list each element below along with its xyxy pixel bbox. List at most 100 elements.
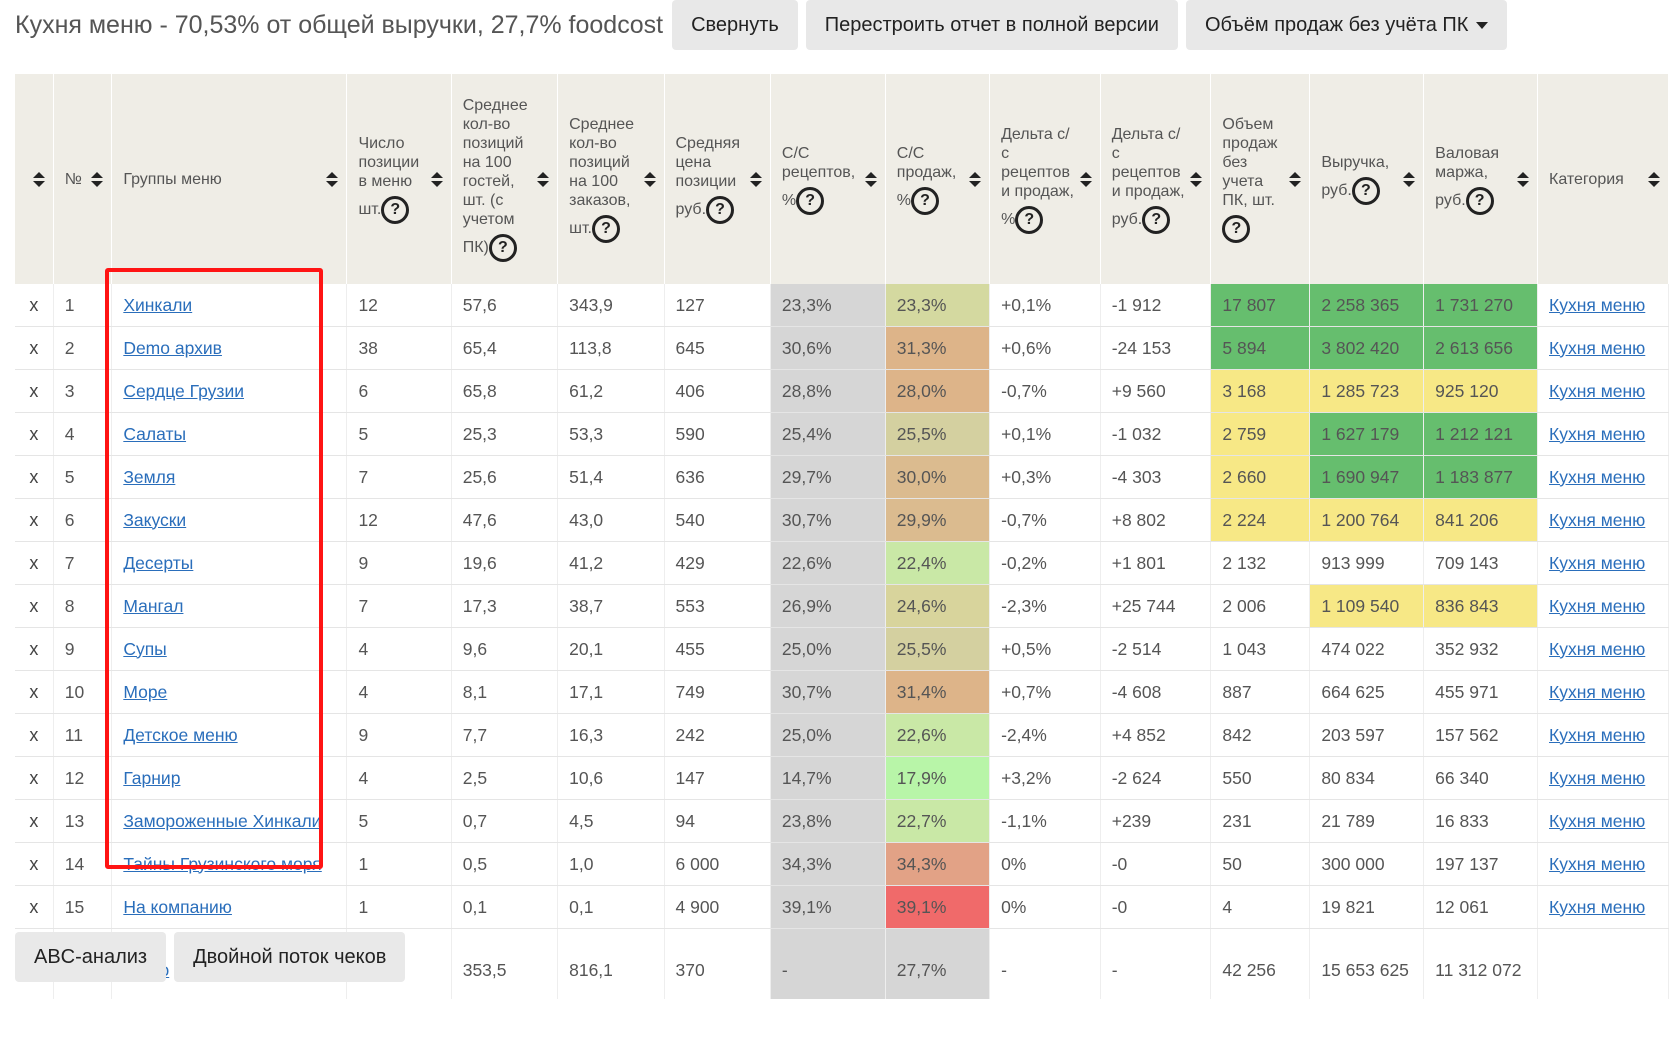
menu-group-link[interactable]: Закуски xyxy=(123,509,187,530)
abc-analysis-button[interactable]: ABC-анализ xyxy=(15,932,167,982)
category-link[interactable]: Кухня меню xyxy=(1549,681,1646,702)
remove-row-button[interactable]: x xyxy=(15,284,54,327)
cell-per100guests: 9,6 xyxy=(451,627,559,671)
category-link[interactable]: Кухня меню xyxy=(1549,509,1646,530)
help-icon[interactable]: ? xyxy=(706,196,735,224)
help-icon[interactable]: ? xyxy=(591,215,620,243)
remove-row-button[interactable]: x xyxy=(15,713,54,757)
menu-group-link[interactable]: Сердце Грузии xyxy=(123,380,245,401)
column-header-per100orders[interactable]: Среднее кол-во позиций на 100 заказов, ш… xyxy=(557,74,665,284)
cell-delta_rub: -1 032 xyxy=(1100,412,1212,456)
remove-row-button[interactable]: x xyxy=(15,670,54,714)
column-header-cc_recipes[interactable]: С/С рецептов, %? xyxy=(770,74,886,284)
menu-group-link[interactable]: Хинкали xyxy=(123,294,193,315)
column-header-revenue[interactable]: Выручка, руб.? xyxy=(1309,74,1425,284)
sort-icon[interactable] xyxy=(1648,171,1660,187)
sort-icon[interactable] xyxy=(1190,171,1203,187)
remove-row-button[interactable]: x xyxy=(15,885,54,929)
help-icon[interactable]: ? xyxy=(381,196,410,224)
menu-group-link[interactable]: Детское меню xyxy=(123,724,238,745)
remove-row-button[interactable]: x xyxy=(15,842,54,886)
category-link[interactable]: Кухня меню xyxy=(1549,853,1646,874)
remove-row-button[interactable]: x xyxy=(15,455,54,499)
sort-icon[interactable] xyxy=(864,171,877,187)
menu-group-link[interactable]: Demo архив xyxy=(123,337,222,358)
remove-row-button[interactable]: x xyxy=(15,498,54,542)
table-row: x 11 Детское меню 9 7,7 16,3 242 25,0% 22,6% -2,4… xyxy=(15,713,1669,757)
category-link[interactable]: Кухня меню xyxy=(1549,337,1646,358)
cell-delta_rub: +8 802 xyxy=(1100,498,1212,542)
remove-row-button[interactable]: x xyxy=(15,541,54,585)
sort-icon[interactable] xyxy=(91,171,104,187)
sales-volume-dropdown[interactable]: Объём продаж без учёта ПК xyxy=(1185,0,1508,50)
cell-margin: 197 137 xyxy=(1423,842,1539,886)
help-icon[interactable]: ? xyxy=(1351,177,1380,205)
category-link[interactable]: Кухня меню xyxy=(1549,896,1646,917)
menu-group-link[interactable]: Мангал xyxy=(123,595,184,616)
remove-row-button[interactable]: x xyxy=(15,799,54,843)
rebuild-full-report-button[interactable]: Перестроить отчет в полной версии xyxy=(805,0,1178,50)
sort-icon[interactable] xyxy=(430,171,443,187)
column-header-x[interactable] xyxy=(15,74,54,284)
column-header-delta_pct[interactable]: Дельта с/с рецептов и продаж, %? xyxy=(989,74,1101,284)
help-icon[interactable]: ? xyxy=(1015,205,1044,234)
remove-row-button[interactable]: x xyxy=(15,412,54,456)
column-header-delta_rub[interactable]: Дельта с/с рецептов и продаж, руб.? xyxy=(1100,74,1212,284)
cell-num: 8 xyxy=(53,584,113,628)
cell-num: 3 xyxy=(53,369,113,413)
column-header-margin[interactable]: Валовая маржа, руб.? xyxy=(1423,74,1539,284)
menu-group-link[interactable]: На компанию xyxy=(123,896,232,917)
column-header-category[interactable]: Категория xyxy=(1537,74,1669,284)
menu-group-link[interactable]: Тайны Грузинского моря xyxy=(123,853,322,874)
sort-icon[interactable] xyxy=(1079,171,1092,187)
menu-group-link[interactable]: Земля xyxy=(123,466,176,487)
menu-group-link[interactable]: Супы xyxy=(123,638,167,659)
remove-row-button[interactable]: x xyxy=(15,326,54,370)
column-header-num[interactable]: № xyxy=(53,74,113,284)
cell-cc_recipes: 39,1% xyxy=(770,885,886,929)
category-link[interactable]: Кухня меню xyxy=(1549,552,1646,573)
sort-icon[interactable] xyxy=(1289,171,1302,187)
collapse-button[interactable]: Свернуть xyxy=(672,0,798,50)
cell-delta_rub: +9 560 xyxy=(1100,369,1212,413)
sort-icon[interactable] xyxy=(1517,171,1530,187)
category-link[interactable]: Кухня меню xyxy=(1549,380,1646,401)
column-header-cc_sales[interactable]: С/С продаж, %? xyxy=(885,74,991,284)
category-link[interactable]: Кухня меню xyxy=(1549,724,1646,745)
help-icon[interactable]: ? xyxy=(1222,215,1251,243)
sort-icon[interactable] xyxy=(969,171,982,187)
category-link[interactable]: Кухня меню xyxy=(1549,423,1646,444)
menu-group-link[interactable]: Замороженные Хинкали xyxy=(123,810,322,831)
category-link[interactable]: Кухня меню xyxy=(1549,294,1646,315)
help-icon[interactable]: ? xyxy=(488,234,517,262)
category-link[interactable]: Кухня меню xyxy=(1549,466,1646,487)
category-link[interactable]: Кухня меню xyxy=(1549,638,1646,659)
menu-group-link[interactable]: Гарнир xyxy=(123,767,181,788)
double-flow-button[interactable]: Двойной поток чеков xyxy=(174,932,406,982)
sort-icon[interactable] xyxy=(326,171,339,187)
category-link[interactable]: Кухня меню xyxy=(1549,810,1646,831)
column-header-group[interactable]: Группы меню xyxy=(111,74,348,284)
remove-row-button[interactable]: x xyxy=(15,369,54,413)
category-link[interactable]: Кухня меню xyxy=(1549,767,1646,788)
column-header-per100guests[interactable]: Среднее кол-во позиций на 100 гостей, шт… xyxy=(451,74,559,284)
menu-group-link[interactable]: Салаты xyxy=(123,423,187,444)
remove-row-button[interactable]: x xyxy=(15,584,54,628)
help-icon[interactable]: ? xyxy=(911,186,940,215)
column-header-positions[interactable]: Число позиции в меню шт.? xyxy=(346,74,452,284)
help-icon[interactable]: ? xyxy=(1142,205,1171,234)
sort-icon[interactable] xyxy=(537,171,550,187)
sort-icon[interactable] xyxy=(32,171,45,187)
sort-icon[interactable] xyxy=(1403,171,1416,187)
menu-group-link[interactable]: Море xyxy=(123,681,168,702)
remove-row-button[interactable]: x xyxy=(15,756,54,800)
sort-icon[interactable] xyxy=(749,171,762,187)
help-icon[interactable]: ? xyxy=(796,186,825,215)
category-link[interactable]: Кухня меню xyxy=(1549,595,1646,616)
help-icon[interactable]: ? xyxy=(1465,186,1494,215)
menu-group-link[interactable]: Десерты xyxy=(123,552,194,573)
column-header-avgprice[interactable]: Средняя цена позиции руб.? xyxy=(664,74,771,284)
sort-icon[interactable] xyxy=(643,171,656,187)
remove-row-button[interactable]: x xyxy=(15,627,54,671)
column-header-volume[interactable]: Объем продаж без учета ПК, шт.? xyxy=(1210,74,1311,284)
